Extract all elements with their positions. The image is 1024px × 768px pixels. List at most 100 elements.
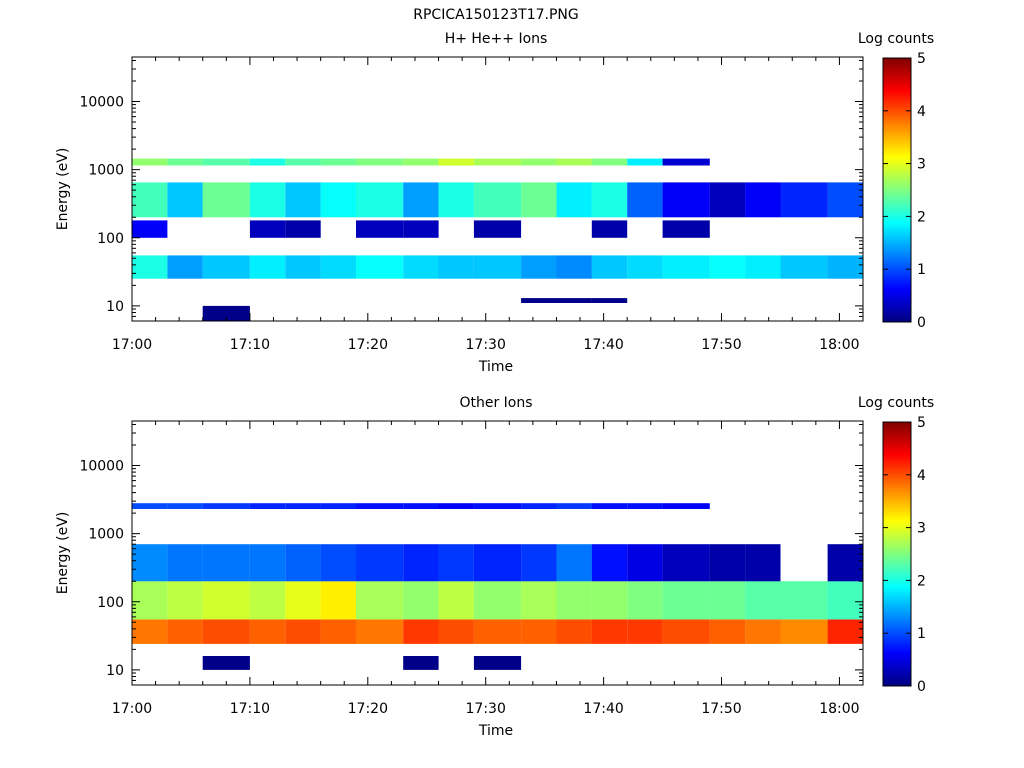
heatmap-cell <box>521 503 557 509</box>
heatmap-cell <box>285 544 321 582</box>
x-tick-label: 17:20 <box>348 701 388 717</box>
heatmap-cell <box>285 220 321 238</box>
y-axis: 10 100 1000 10000 <box>79 423 863 686</box>
heatmap-cell <box>356 158 404 166</box>
heatmap-cell <box>627 255 663 279</box>
heatmap-cell <box>403 544 439 582</box>
heatmap-cell <box>662 544 710 582</box>
colorbar-tick-label: 2 <box>917 573 926 589</box>
heatmap-cell <box>627 581 663 620</box>
heatmap-cell <box>827 544 863 582</box>
heatmap-cell <box>556 298 592 303</box>
x-tick-label: 17:50 <box>701 337 741 353</box>
x-tick-label: 17:10 <box>230 701 270 717</box>
heatmap-cell <box>320 158 356 166</box>
colorbar-tick-label: 3 <box>917 521 926 537</box>
heatmap-cell <box>132 158 168 166</box>
heatmap-cell <box>403 158 439 166</box>
heatmap-cell <box>473 255 522 279</box>
heatmap-cell <box>249 255 286 279</box>
heatmap-cell <box>745 182 781 218</box>
heatmap-cell <box>356 503 404 509</box>
heatmap-cell <box>780 581 828 620</box>
colorbar-tick-label: 5 <box>917 51 926 67</box>
y-tick-label: 10 <box>106 663 124 679</box>
heatmap-cell <box>591 255 628 279</box>
x-tick-label: 17:20 <box>348 337 388 353</box>
heatmap-cell <box>627 158 663 166</box>
heatmap-cell <box>249 158 286 166</box>
heatmap-cell <box>285 182 321 218</box>
heatmap-cell <box>438 503 474 509</box>
heatmap-cell <box>662 220 710 238</box>
colorbar-label: Log counts <box>858 395 934 411</box>
heatmap-cell <box>356 220 404 238</box>
heatmap-cell <box>662 158 710 166</box>
plot-frame <box>131 56 864 322</box>
heatmap-cell <box>556 503 592 509</box>
heatmap-cell <box>132 255 168 279</box>
heatmap-cell <box>556 255 592 279</box>
colorbar-tick-label: 4 <box>917 468 926 484</box>
heatmap-cell <box>745 619 781 644</box>
heatmap-cell <box>473 158 522 166</box>
x-tick-label: 17:50 <box>701 701 741 717</box>
colorbar-tick-label: 4 <box>917 104 926 120</box>
heatmap-cell <box>403 220 439 238</box>
colorbar-tick-label: 0 <box>917 315 926 331</box>
colorbar <box>882 421 912 687</box>
heatmap-cell <box>591 503 628 509</box>
heatmap-cell <box>591 158 628 166</box>
x-tick-label: 18:00 <box>819 701 859 717</box>
x-axis: 17:00 17:10 17:20 17:30 17:40 17:50 18:00 <box>112 421 864 717</box>
heatmap-cell <box>591 581 628 620</box>
heatmap-cell <box>438 619 474 644</box>
heatmap-cell <box>556 544 592 582</box>
x-tick-label: 17:30 <box>466 701 506 717</box>
heatmap-cell <box>627 182 663 218</box>
x-tick-label: 17:00 <box>112 337 152 353</box>
heatmap-cell <box>473 656 522 670</box>
heatmap-cell <box>473 220 522 238</box>
heatmap-cell <box>403 619 439 644</box>
heatmap-cell <box>662 255 710 279</box>
colorbar-ticks: 0 1 2 3 4 5 <box>883 51 926 331</box>
heatmap-cell <box>662 581 710 620</box>
heatmap-cell <box>285 255 321 279</box>
heatmap-cell <box>285 503 321 509</box>
y-axis-label: Energy (eV) <box>55 148 71 231</box>
heatmap-cell <box>521 619 557 644</box>
heatmap-cell <box>167 158 203 166</box>
y-tick-label: 1000 <box>88 163 124 179</box>
colorbar <box>882 57 912 323</box>
heatmap-cell <box>438 581 474 620</box>
colorbar-tick-label: 2 <box>917 209 926 225</box>
figure-title: RPCICA150123T17.PNG <box>413 7 578 23</box>
heatmap-cell <box>249 544 286 582</box>
heatmap-cell <box>521 544 557 582</box>
heatmap-cell <box>320 619 356 644</box>
y-tick-label: 100 <box>97 231 124 247</box>
heatmap-cells <box>132 158 863 321</box>
heatmap-cell <box>591 220 628 238</box>
heatmap-cell <box>356 182 404 218</box>
heatmap-cell <box>827 581 863 620</box>
heatmap-cell <box>473 182 522 218</box>
heatmap-cell <box>403 581 439 620</box>
heatmap-cell <box>167 503 203 509</box>
heatmap-cell <box>827 619 863 644</box>
colorbar-tick-label: 1 <box>917 626 926 642</box>
x-tick-label: 17:40 <box>583 337 623 353</box>
heatmap-cell <box>745 581 781 620</box>
heatmap-cell <box>745 544 781 582</box>
heatmap-cell <box>521 158 557 166</box>
panel-title: Other Ions <box>459 395 532 411</box>
x-axis-label: Time <box>478 723 513 739</box>
heatmap-cell <box>356 619 404 644</box>
x-tick-label: 17:40 <box>583 701 623 717</box>
heatmap-cell <box>356 544 404 582</box>
heatmap-cell <box>285 619 321 644</box>
heatmap-cell <box>473 581 522 620</box>
heatmap-cell <box>556 619 592 644</box>
